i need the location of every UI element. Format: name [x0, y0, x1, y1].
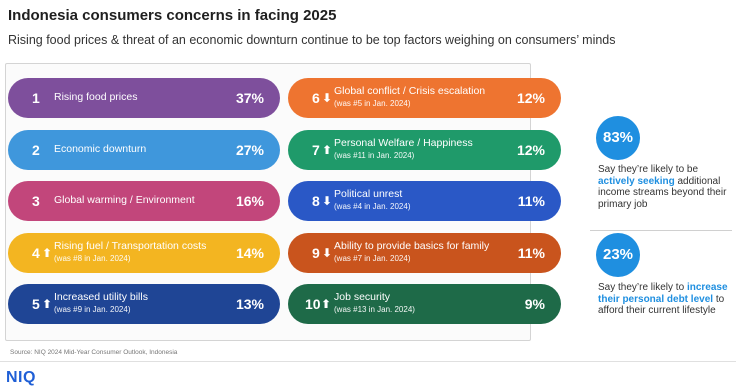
- concern-percentage: 37%: [235, 90, 264, 106]
- concern-previous-rank: (was #9 in Jan. 2024): [54, 305, 131, 314]
- concern-rank: 10: [305, 296, 321, 312]
- stat-text-1-after: additional income streams beyond their p…: [598, 175, 727, 210]
- page-subtitle: Rising food prices & threat of an econom…: [8, 33, 616, 47]
- concern-pill-8: 8 ⬇ Political unrest (was #4 in Jan. 2024) 1…: [288, 181, 561, 221]
- concern-rank: 7: [312, 141, 320, 158]
- concern-percentage: 13%: [235, 296, 264, 312]
- source-note: Source: NIQ 2024 Mid-Year Consumer Outlo…: [10, 349, 178, 356]
- stat-text-1-before: Say they’re likely to be: [598, 164, 699, 175]
- stat-circle-2: 23%: [596, 233, 640, 277]
- concern-previous-rank: (was #8 in Jan. 2024): [54, 253, 131, 263]
- concern-label: Economic downturn: [54, 142, 147, 155]
- concern-previous-rank: (was #7 in Jan. 2024): [334, 253, 411, 263]
- stat-text-1: Say they’re likely to be actively seekin…: [598, 164, 736, 210]
- concern-rank: 6: [312, 90, 320, 106]
- concern-label: Global warming / Environment: [54, 194, 195, 206]
- concern-percentage: 9%: [524, 296, 545, 312]
- arrow-up-icon: ⬆: [42, 297, 53, 311]
- footer-divider: [0, 361, 736, 362]
- concern-label: Rising fuel / Transportation costs: [54, 239, 207, 252]
- concern-previous-rank: (was #13 in Jan. 2024): [334, 305, 415, 314]
- concern-pill-6: 6 ⬇ Global conflict / Crisis escalation (wa…: [288, 78, 561, 118]
- concern-pill-4: 4 ⬆ Rising fuel / Transportation costs (was…: [8, 232, 280, 273]
- arrow-down-icon: ⬇: [322, 91, 333, 105]
- concern-rank: 1: [32, 90, 40, 106]
- concern-percentage: 12%: [516, 141, 545, 158]
- concern-pill-9: 9 ⬇ Ability to provide basics for family (w…: [288, 232, 561, 273]
- concern-label: Personal Welfare / Happiness: [334, 136, 473, 149]
- concern-pill-1: 1 Rising food prices 37%: [8, 78, 280, 118]
- concern-label: Political unrest: [334, 188, 403, 200]
- concern-rank: 4: [32, 244, 40, 261]
- stat-text-1-highlight: actively seeking: [598, 175, 675, 187]
- stat-text-2-before: Say they’re likely to: [598, 282, 685, 293]
- arrow-down-icon: ⬇: [322, 245, 333, 260]
- concern-previous-rank: (was #4 in Jan. 2024): [334, 202, 411, 211]
- stat-text-2: Say they’re likely to increase their per…: [598, 282, 736, 317]
- page-title: Indonesia consumers concerns in facing 2…: [8, 7, 337, 24]
- concern-label: Job security: [334, 291, 391, 303]
- concern-pill-10: 10 ⬆ Job security (was #13 in Jan. 2024) 9%: [288, 284, 561, 324]
- concern-percentage: 27%: [235, 141, 264, 158]
- concern-previous-rank: (was #5 in Jan. 2024): [334, 99, 411, 108]
- concern-percentage: 11%: [517, 244, 545, 261]
- concern-pill-5: 5 ⬆ Increased utility bills (was #9 in Jan.…: [8, 284, 280, 324]
- arrow-up-icon: ⬆: [42, 245, 53, 260]
- niq-logo: NIQ: [6, 369, 36, 386]
- concern-rank: 2: [32, 141, 40, 158]
- concern-percentage: 11%: [517, 193, 545, 209]
- concern-label: Increased utility bills: [54, 291, 148, 303]
- concern-rank: 3: [32, 193, 40, 209]
- stats-divider: [590, 230, 732, 231]
- concern-previous-rank: (was #11 in Jan. 2024): [334, 150, 415, 160]
- concern-label: Ability to provide basics for family: [334, 239, 490, 252]
- concern-rank: 5: [32, 296, 40, 312]
- concern-pill-7: 7 ⬆ Personal Welfare / Happiness (was #11 i…: [288, 129, 561, 170]
- arrow-up-icon: ⬆: [321, 297, 332, 311]
- concern-label: Rising food prices: [54, 91, 138, 103]
- arrow-down-icon: ⬇: [322, 194, 333, 208]
- stat-text-2-after: to afford their current lifestyle: [598, 293, 725, 317]
- stat-circle-1: 83%: [596, 116, 640, 160]
- concern-percentage: 14%: [235, 244, 264, 261]
- stat-text-2-highlight: increase their personal debt level: [598, 282, 728, 305]
- concern-label: Global conflict / Crisis escalation: [334, 85, 486, 97]
- concern-percentage: 16%: [235, 193, 264, 209]
- concern-rank: 9: [312, 244, 320, 261]
- concern-pill-3: 3 Global warming / Environment 16%: [8, 181, 280, 221]
- concern-percentage: 12%: [516, 90, 545, 106]
- arrow-up-icon: ⬆: [322, 142, 333, 157]
- concern-pill-2: 2 Economic downturn 27%: [8, 129, 280, 170]
- concern-rank: 8: [312, 193, 320, 209]
